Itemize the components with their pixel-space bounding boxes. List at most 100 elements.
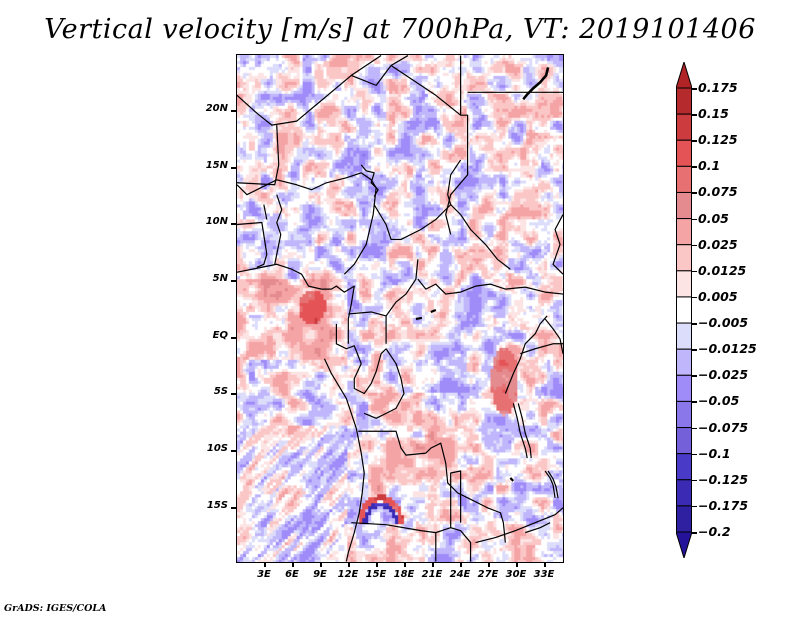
border-line: [552, 214, 563, 275]
colorbar-tick: [692, 505, 697, 508]
border-line: [450, 470, 462, 528]
colorbar-label: −0.125: [698, 471, 749, 487]
xtick-label: 6E: [285, 569, 299, 580]
xtick-label: 27E: [477, 569, 499, 580]
xtick-label: 15E: [365, 569, 387, 580]
colorbar-tick: [692, 296, 697, 299]
colorbar-tick: [692, 140, 697, 142]
colorbar-tick: [692, 453, 697, 456]
map-plot-area: [236, 54, 564, 563]
ytick-label: 5N: [212, 273, 228, 284]
velocity-field: [237, 55, 563, 562]
lake-outline: [544, 470, 559, 498]
ytick-mark: [231, 450, 236, 452]
colorbar-swatch: [676, 453, 692, 481]
border-line: [360, 164, 379, 197]
ytick-label: 20N: [205, 103, 228, 114]
xtick-mark: [376, 563, 378, 567]
country-borders: [237, 55, 563, 562]
colorbar-tick: [692, 479, 697, 482]
colorbar-swatch: [676, 296, 692, 324]
border-line: [445, 55, 469, 235]
colorbar-label: 0.0125: [698, 262, 747, 278]
colorbar-label: −0.2: [698, 524, 731, 539]
colorbar-tick: [692, 323, 697, 325]
ytick-mark: [231, 110, 236, 112]
colorbar-tick: [692, 375, 697, 377]
colorbar-arrow-min: [676, 531, 692, 558]
lake-outline: [512, 403, 532, 459]
colorbar-tick: [692, 192, 697, 194]
coastline: [345, 428, 365, 562]
colorbar-tick: [692, 532, 697, 534]
colorbar-swatch: [676, 505, 692, 533]
footer-credit: GrADS: IGES/COLA: [4, 603, 107, 614]
colorbar-swatch: [676, 322, 692, 350]
xtick-mark: [432, 563, 434, 567]
xtick-label: 24E: [449, 569, 471, 580]
xtick-label: 21E: [421, 569, 443, 580]
colorbar-swatch: [676, 270, 692, 298]
colorbar-tick: [692, 166, 697, 168]
border-line: [237, 172, 377, 196]
coastline: [504, 315, 548, 394]
ytick-label: EQ: [212, 330, 228, 341]
border-line: [263, 204, 268, 220]
ytick-label: 10S: [206, 443, 228, 454]
lake-outline: [415, 308, 515, 482]
border-line: [390, 64, 462, 116]
colorbar-label: −0.1: [698, 445, 731, 461]
xtick-mark: [292, 563, 294, 567]
colorbar-tick: [692, 114, 697, 116]
border-line: [417, 278, 563, 295]
colorbar-swatch: [676, 113, 692, 141]
colorbar-label: 0.005: [698, 288, 738, 304]
border-line: [348, 311, 387, 344]
border-line: [274, 194, 283, 265]
ytick-label: 15N: [205, 160, 228, 171]
colorbar-label: 0.025: [698, 236, 738, 252]
colorbar-swatch: [676, 218, 692, 246]
colorbar-swatch: [676, 87, 692, 115]
colorbar-tick: [692, 218, 697, 221]
border-line: [351, 522, 472, 562]
xtick-label: 33E: [533, 569, 555, 580]
colorbar-swatch: [676, 139, 692, 167]
colorbar-swatch: [676, 165, 692, 193]
colorbar-tick: [692, 88, 697, 90]
colorbar-label: −0.0125: [698, 341, 757, 357]
border-line: [335, 323, 387, 395]
colorbar-swatch: [676, 191, 692, 220]
colorbar-tick: [692, 244, 697, 247]
colorbar-tick: [692, 349, 697, 351]
border-line: [358, 430, 506, 543]
ytick-label: 15S: [206, 500, 228, 511]
colorbar-label: −0.175: [698, 497, 749, 513]
border-line: [447, 159, 462, 205]
colorbar-label: 0.075: [698, 184, 738, 200]
border-line: [237, 55, 382, 126]
xtick-mark: [348, 563, 350, 567]
xtick-label: 30E: [505, 569, 527, 580]
xtick-mark: [404, 563, 406, 567]
xtick-mark: [544, 563, 546, 567]
colorbar-swatch: [676, 400, 692, 429]
colorbar-label: 0.05: [698, 210, 729, 226]
colorbar-arrow-max: [676, 62, 692, 89]
border-line: [351, 55, 409, 86]
colorbar-swatch: [676, 348, 692, 376]
colorbar-label: 0.125: [698, 132, 738, 148]
colorbar-label: −0.005: [698, 315, 749, 331]
colorbar-swatch: [676, 479, 692, 507]
colorbar-label: −0.075: [698, 419, 749, 435]
border-line: [373, 204, 511, 270]
border-line: [343, 187, 377, 275]
xtick-label: 12E: [337, 569, 359, 580]
ytick-mark: [231, 223, 236, 225]
colorbar-swatch: [676, 427, 692, 455]
colorbar: [676, 62, 692, 558]
xtick-label: 3E: [257, 569, 271, 580]
xtick-mark: [516, 563, 518, 567]
border-line: [237, 125, 280, 186]
coastline: [237, 263, 355, 344]
